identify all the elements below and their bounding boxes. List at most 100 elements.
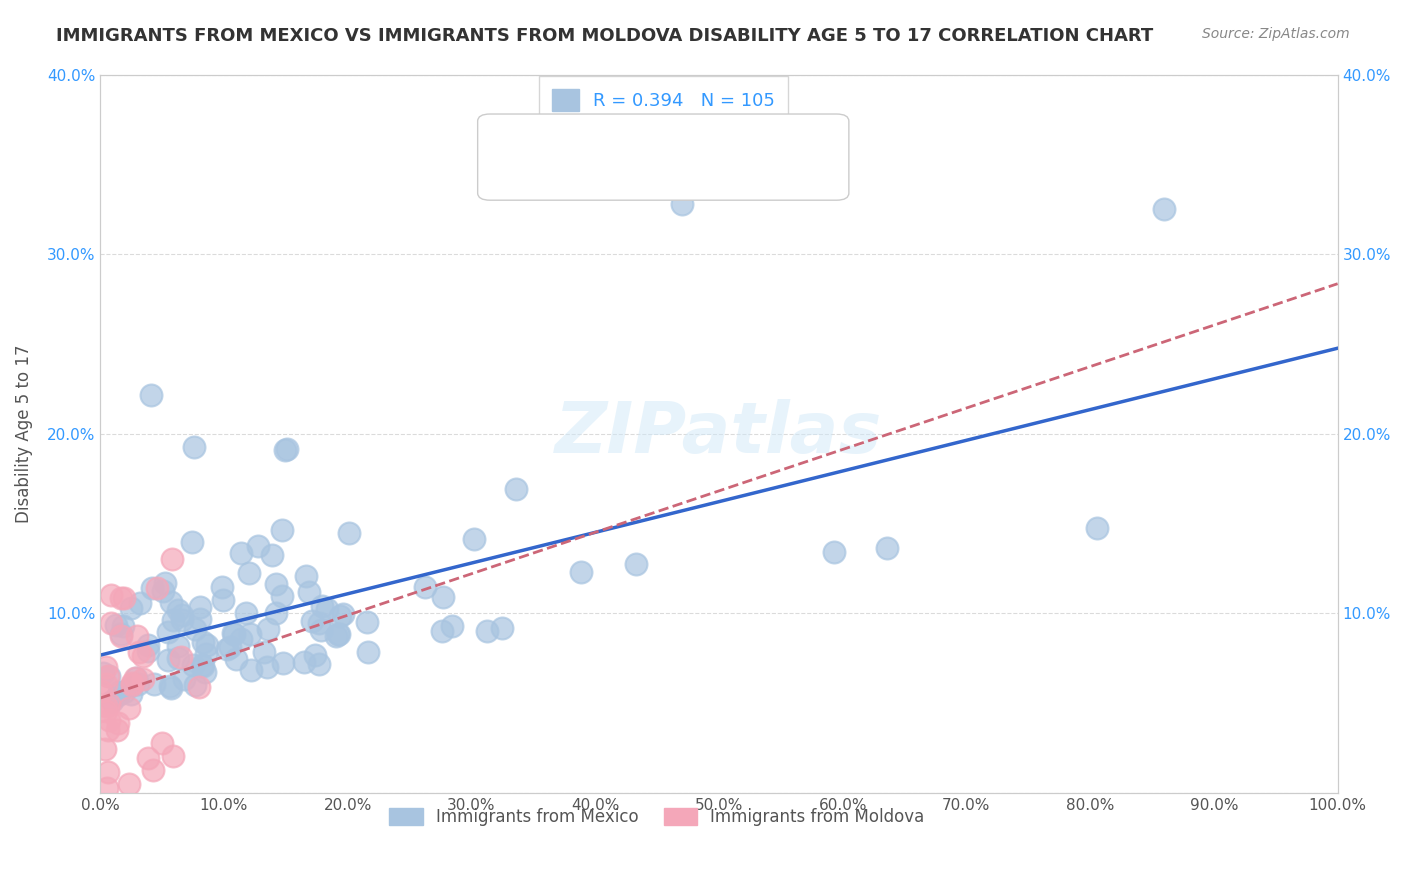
Point [90,683,112,698]
Point [188,680,211,694]
Point [191,657,214,672]
Point [235,606,257,620]
Point [107,688,129,702]
Point [215,641,238,656]
Point [129,596,152,610]
Point [153,576,176,591]
Point [105,723,128,738]
Point [325,629,347,643]
Point [156,624,179,639]
Point [238,566,260,581]
Point [301,614,323,628]
Point [475,624,498,638]
Point [162,613,184,627]
Point [124,671,146,685]
Point [131,672,153,686]
Point [160,594,183,608]
Point [356,615,378,629]
Point [97,669,120,683]
Point [193,635,215,649]
Point [328,609,350,624]
Point [274,442,297,457]
Point [167,603,190,617]
Point [110,627,132,641]
Point [97,669,120,683]
Point [105,618,128,632]
Point [121,676,143,690]
Point [100,694,122,708]
Point [229,632,252,646]
Point [225,652,247,666]
Point [270,589,292,603]
Point [505,482,527,496]
Point [125,671,148,685]
Point [193,659,215,673]
Point [97,723,120,738]
Point [218,640,240,655]
Point [190,600,212,615]
Point [173,672,195,686]
Point [112,685,135,699]
Point [170,650,193,665]
Point [256,660,278,674]
Point [222,625,245,640]
Point [432,591,454,605]
Point [292,655,315,669]
Point [183,678,205,692]
Point [142,764,165,778]
Text: IMMIGRANTS FROM MEXICO VS IMMIGRANTS FROM MOLDOVA DISABILITY AGE 5 TO 17 CORRELA: IMMIGRANTS FROM MEXICO VS IMMIGRANTS FRO… [56,27,1153,45]
Point [197,638,219,652]
Y-axis label: Disability Age 5 to 17: Disability Age 5 to 17 [15,344,32,523]
Point [413,581,436,595]
Point [309,624,332,638]
Point [150,736,173,750]
Point [100,588,122,602]
Point [229,546,252,560]
Point [94,677,117,691]
Point [308,657,330,672]
Point [172,614,194,628]
Point [127,677,149,691]
Point [159,679,181,693]
Point [181,657,204,672]
Point [1153,202,1175,216]
Point [120,600,142,615]
Point [128,645,150,659]
Point [276,442,298,456]
Point [160,681,183,695]
Point [240,663,263,677]
Point [188,612,211,626]
Point [357,645,380,659]
Point [117,700,139,714]
Point [96,781,118,796]
Point [167,651,190,665]
Point [211,592,233,607]
Point [136,644,159,658]
Point [108,685,131,699]
Point [328,627,350,641]
Point [440,618,463,632]
FancyBboxPatch shape [478,114,849,200]
Point [162,552,184,566]
Point [110,629,132,643]
Point [138,638,160,652]
Point [107,716,129,731]
Point [100,615,122,630]
Point [624,558,647,572]
Point [311,599,333,613]
Point [142,677,165,691]
Point [112,619,135,633]
Point [98,697,121,711]
Point [432,624,454,638]
Point [194,648,217,662]
Point [264,576,287,591]
Point [110,591,132,606]
Point [167,639,190,653]
Point [273,656,295,670]
Point [121,678,143,692]
Point [141,388,163,402]
Point [304,648,326,663]
Point [463,533,485,547]
Point [491,621,513,635]
Point [132,648,155,663]
